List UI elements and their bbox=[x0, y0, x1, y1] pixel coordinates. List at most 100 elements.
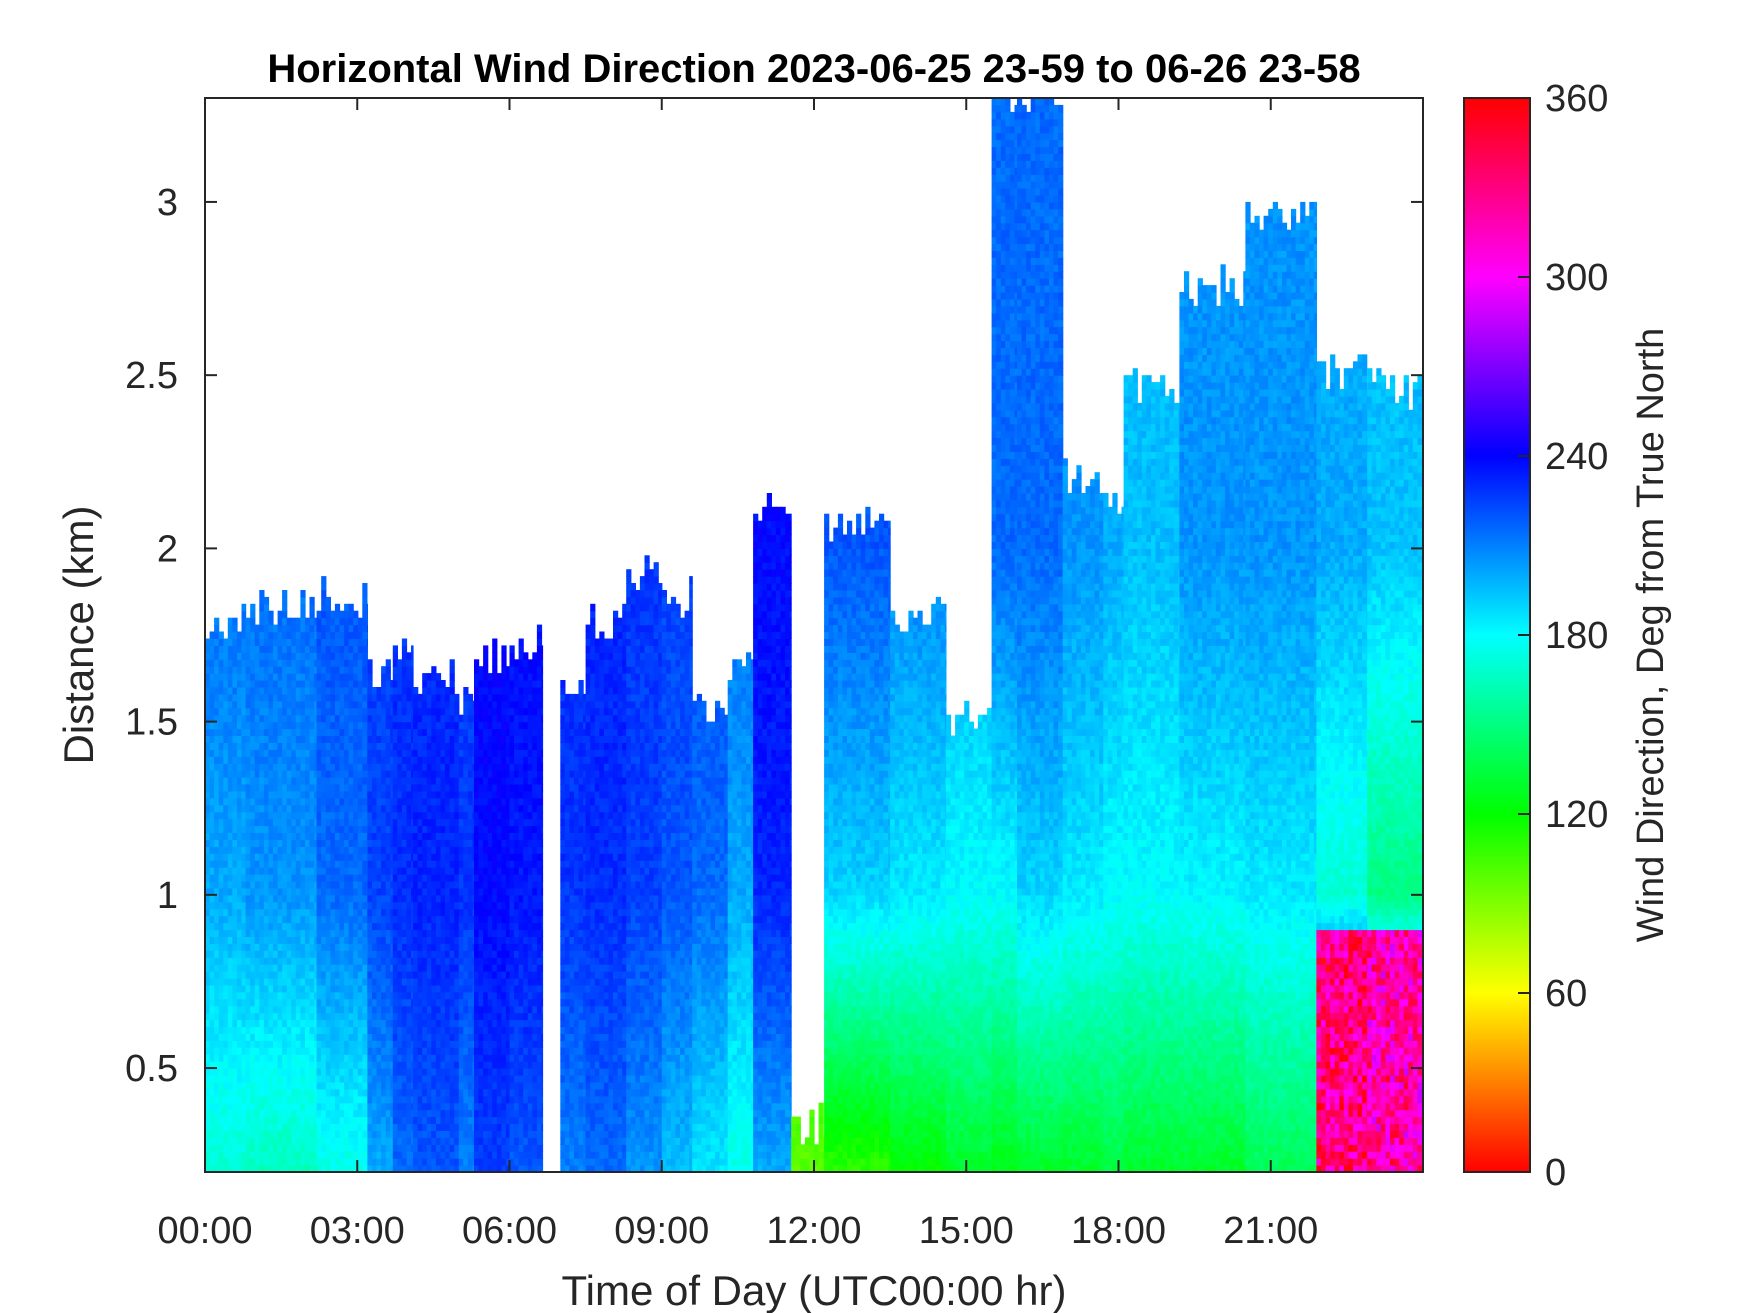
heatmap-cell bbox=[282, 1026, 288, 1034]
heatmap-cell bbox=[277, 991, 283, 1000]
heatmap-cell bbox=[390, 784, 394, 792]
heatmap-cell bbox=[330, 1054, 336, 1062]
heatmap-cell bbox=[314, 1137, 318, 1145]
heatmap-cell bbox=[422, 853, 428, 861]
heatmap-cell bbox=[282, 1123, 288, 1131]
heatmap-cell bbox=[435, 1123, 442, 1131]
heatmap-cell bbox=[357, 846, 363, 854]
heatmap-cell bbox=[431, 998, 437, 1007]
heatmap-cell bbox=[237, 1088, 243, 1097]
heatmap-cell bbox=[282, 638, 288, 646]
heatmap-cell bbox=[250, 818, 256, 827]
heatmap-cell bbox=[445, 687, 451, 695]
heatmap-cell bbox=[223, 790, 229, 799]
heatmap-cell bbox=[463, 693, 469, 702]
heatmap-cell bbox=[449, 721, 455, 730]
heatmap-cell bbox=[282, 964, 288, 972]
heatmap-cell bbox=[483, 1012, 489, 1021]
heatmap-cell bbox=[223, 1061, 229, 1069]
heatmap-cell bbox=[250, 1081, 256, 1090]
heatmap-cell bbox=[218, 832, 224, 840]
heatmap-cell bbox=[392, 839, 398, 847]
heatmap-cell bbox=[227, 1026, 233, 1034]
heatmap-cell bbox=[259, 1116, 265, 1125]
heatmap-cell bbox=[245, 839, 251, 847]
heatmap-cell bbox=[449, 1130, 455, 1138]
heatmap-cell bbox=[422, 839, 428, 847]
heatmap-cell bbox=[483, 957, 489, 965]
heatmap-cell bbox=[353, 839, 359, 847]
heatmap-cell bbox=[483, 1158, 489, 1166]
heatmap-cell bbox=[209, 742, 215, 750]
heatmap-cell bbox=[431, 1040, 437, 1048]
heatmap-cell bbox=[245, 929, 251, 937]
heatmap-cell bbox=[449, 915, 455, 924]
heatmap-cell bbox=[300, 881, 306, 889]
heatmap-cell bbox=[286, 680, 292, 688]
heatmap-cell bbox=[254, 631, 260, 639]
heatmap-cell bbox=[305, 984, 311, 993]
heatmap-cell bbox=[263, 867, 270, 875]
heatmap-cell bbox=[237, 638, 243, 646]
heatmap-cell bbox=[449, 790, 455, 799]
heatmap-cell bbox=[397, 1158, 403, 1166]
heatmap-cell bbox=[282, 693, 288, 702]
heatmap-cell bbox=[381, 714, 387, 723]
heatmap-cell bbox=[344, 1012, 350, 1021]
heatmap-cell bbox=[209, 1054, 215, 1062]
heatmap-cell bbox=[422, 1012, 428, 1021]
heatmap-cell bbox=[449, 1144, 455, 1152]
heatmap-cell bbox=[295, 645, 301, 653]
heatmap-cell bbox=[344, 853, 350, 861]
heatmap-cell bbox=[237, 666, 243, 674]
heatmap-cell bbox=[325, 763, 331, 771]
heatmap-cell bbox=[316, 666, 322, 674]
heatmap-cell bbox=[209, 1144, 215, 1152]
heatmap-cell bbox=[401, 957, 408, 965]
heatmap-cell bbox=[454, 1151, 460, 1159]
heatmap-cell bbox=[316, 763, 322, 771]
heatmap-cell bbox=[241, 804, 247, 813]
heatmap-cell bbox=[254, 804, 260, 813]
heatmap-cell bbox=[316, 770, 322, 778]
heatmap-cell bbox=[390, 1165, 394, 1172]
heatmap-cell bbox=[445, 818, 451, 827]
heatmap-cell bbox=[237, 1026, 243, 1034]
heatmap-cell bbox=[330, 804, 336, 813]
heatmap-cell bbox=[314, 673, 318, 681]
heatmap-cell bbox=[417, 714, 423, 723]
heatmap-cell bbox=[344, 763, 350, 771]
heatmap-cell bbox=[357, 659, 363, 667]
heatmap-cell bbox=[254, 659, 260, 667]
heatmap-cell bbox=[344, 777, 350, 785]
heatmap-cell bbox=[390, 1130, 394, 1138]
heatmap-cell bbox=[392, 1116, 398, 1125]
heatmap-cell bbox=[362, 957, 368, 965]
heatmap-cell bbox=[314, 1075, 318, 1083]
heatmap-cell bbox=[250, 1095, 256, 1104]
heatmap-cell bbox=[376, 749, 382, 757]
heatmap-cell bbox=[454, 887, 460, 896]
heatmap-cell bbox=[330, 1116, 336, 1125]
heatmap-cell bbox=[392, 1151, 398, 1159]
heatmap-cell bbox=[339, 617, 345, 626]
heatmap-cell bbox=[467, 901, 474, 910]
heatmap-cell bbox=[348, 1158, 354, 1166]
heatmap-cell bbox=[330, 777, 336, 785]
heatmap-cell bbox=[227, 1151, 233, 1159]
heatmap-cell bbox=[344, 1102, 350, 1111]
heatmap-cell bbox=[401, 922, 408, 931]
heatmap-cell bbox=[348, 714, 354, 723]
heatmap-cell bbox=[300, 1102, 306, 1111]
heatmap-cell bbox=[286, 825, 292, 833]
heatmap-cell bbox=[463, 818, 469, 827]
heatmap-cell bbox=[214, 832, 220, 840]
heatmap-cell bbox=[413, 867, 419, 875]
heatmap-cell bbox=[314, 998, 318, 1007]
heatmap-cell bbox=[385, 1137, 391, 1145]
heatmap-cell bbox=[309, 936, 315, 944]
heatmap-cell bbox=[218, 825, 224, 833]
heatmap-cell bbox=[454, 1040, 460, 1048]
heatmap-cell bbox=[397, 1144, 403, 1152]
heatmap-cell bbox=[254, 714, 260, 723]
